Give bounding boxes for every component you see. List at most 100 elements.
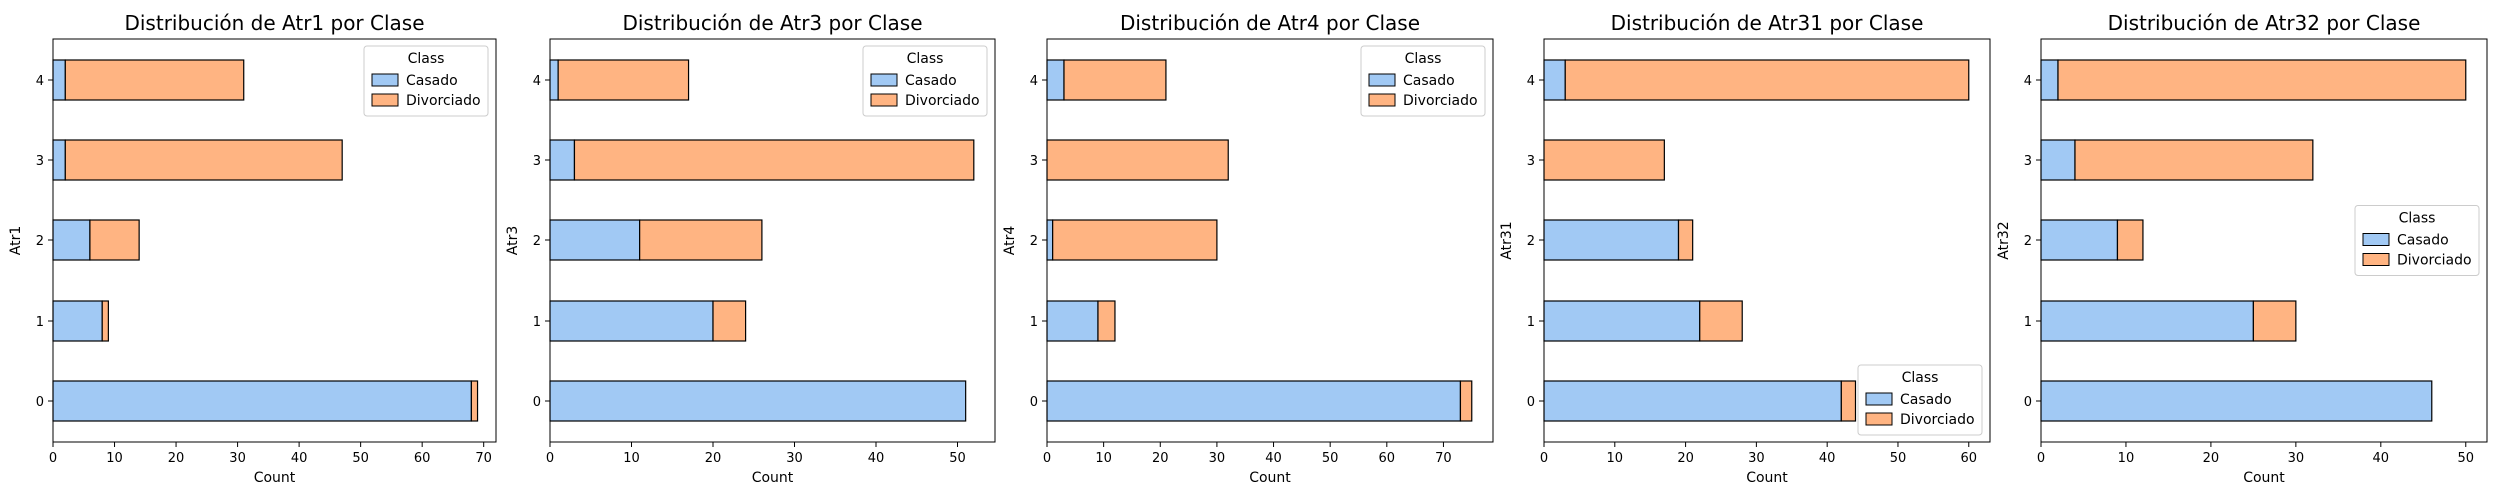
legend-label-casado: Casado	[905, 73, 957, 89]
chart-title: Distribución de Atr3 por Clase	[622, 11, 922, 35]
bar-casado-1	[1543, 300, 1701, 342]
y-tick-label: 4	[1030, 74, 1038, 89]
bar-divorciado-3	[1046, 139, 1229, 181]
legend-label-divorciado: Divorciado	[905, 93, 980, 109]
x-tick-label: 50	[949, 451, 966, 466]
x-tick-label: 0	[546, 451, 554, 466]
x-tick-label: 40	[868, 451, 885, 466]
bar-casado-3	[2040, 139, 2076, 181]
bar-casado-0	[549, 380, 967, 422]
bar-casado-0	[2040, 380, 2433, 422]
bar-divorciado-2	[1677, 219, 1694, 261]
legend: Class Casado Divorciado	[363, 45, 489, 117]
bar-casado-1	[549, 300, 714, 342]
x-axis-label: Count	[1249, 470, 1291, 486]
x-axis-label: Count	[752, 470, 794, 486]
legend-swatch-casado	[1865, 392, 1893, 406]
bar-casado-0	[1543, 380, 1842, 422]
y-axis-label: Atr31	[1499, 221, 1515, 259]
x-tick-label: 70	[475, 451, 492, 466]
legend-swatch-divorciado	[1865, 412, 1893, 426]
legend-label-casado: Casado	[1403, 73, 1455, 89]
y-tick-label: 1	[1030, 315, 1038, 330]
chart-title: Distribución de Atr4 por Clase	[1120, 11, 1420, 35]
bar-casado-2	[1046, 219, 1054, 261]
bar-casado-0	[52, 380, 472, 422]
x-tick-label: 10	[1095, 451, 1112, 466]
bar-divorciado-1	[1097, 300, 1116, 342]
bar-casado-3	[52, 139, 66, 181]
x-tick-label: 0	[1540, 451, 1548, 466]
bar-divorciado-4	[1063, 59, 1167, 101]
y-tick-label: 2	[2024, 234, 2032, 249]
chart-title: Distribución de Atr1 por Clase	[124, 11, 424, 35]
legend-swatch-casado	[2362, 233, 2390, 246]
y-tick-label: 1	[533, 315, 541, 330]
y-tick-label: 0	[2024, 395, 2032, 410]
x-tick-label: 30	[1209, 451, 1226, 466]
bar-casado-4	[2040, 59, 2059, 101]
legend: Class Casado Divorciado	[1857, 364, 1983, 436]
x-tick-label: 20	[1152, 451, 1169, 466]
x-tick-label: 60	[414, 451, 431, 466]
bar-divorciado-0	[1459, 380, 1473, 422]
bar-casado-1	[52, 300, 103, 342]
legend: Class Casado Divorciado	[2354, 205, 2480, 276]
legend-label-divorciado: Divorciado	[1900, 412, 1975, 428]
bar-divorciado-4	[557, 59, 690, 101]
bar-divorciado-2	[1052, 219, 1218, 261]
legend-title: Class	[2399, 211, 2436, 227]
x-tick-label: 50	[2457, 451, 2474, 466]
bar-casado-0	[1046, 380, 1462, 422]
legend-title: Class	[408, 51, 445, 67]
bar-divorciado-3	[2074, 139, 2314, 181]
y-axis-label: Atr3	[505, 226, 521, 255]
y-tick-label: 4	[2024, 74, 2032, 89]
y-tick-label: 2	[36, 234, 44, 249]
y-tick-label: 3	[533, 154, 541, 169]
x-tick-label: 10	[1607, 451, 1624, 466]
bar-casado-3	[549, 139, 576, 181]
x-tick-label: 0	[2037, 451, 2045, 466]
legend-swatch-casado	[371, 73, 399, 87]
x-tick-label: 50	[1890, 451, 1907, 466]
x-tick-label: 10	[106, 451, 123, 466]
legend-swatch-divorciado	[2362, 253, 2390, 266]
y-tick-label: 3	[1527, 154, 1535, 169]
y-axis-label: Atr4	[1002, 226, 1018, 256]
x-tick-label: 10	[623, 451, 640, 466]
bar-casado-2	[549, 219, 641, 261]
x-tick-label: 20	[168, 451, 185, 466]
bar-divorciado-0	[1840, 380, 1857, 422]
x-tick-label: 0	[49, 451, 57, 466]
y-tick-label: 2	[1527, 234, 1535, 249]
bar-divorciado-2	[89, 219, 140, 261]
bar-divorciado-3	[1543, 139, 1665, 181]
legend-label-divorciado: Divorciado	[406, 93, 481, 109]
legend-swatch-divorciado	[371, 93, 399, 107]
bar-divorciado-4	[1564, 59, 1970, 101]
y-tick-label: 4	[36, 74, 44, 89]
y-tick-label: 1	[1527, 315, 1535, 330]
y-tick-label: 0	[1030, 395, 1038, 410]
y-tick-label: 0	[36, 395, 44, 410]
x-tick-label: 20	[1677, 451, 1694, 466]
x-tick-label: 40	[291, 451, 308, 466]
bar-divorciado-4	[64, 59, 245, 101]
bar-divorciado-4	[2057, 59, 2467, 101]
x-tick-label: 40	[1819, 451, 1836, 466]
x-tick-label: 20	[705, 451, 722, 466]
legend-swatch-divorciado	[870, 93, 898, 107]
y-tick-label: 1	[2024, 315, 2032, 330]
legend-swatch-casado	[870, 73, 898, 87]
bar-divorciado-3	[573, 139, 975, 181]
bar-divorciado-3	[64, 139, 343, 181]
bar-casado-4	[549, 59, 559, 101]
x-axis-label: Count	[1746, 470, 1788, 486]
y-tick-label: 0	[533, 395, 541, 410]
